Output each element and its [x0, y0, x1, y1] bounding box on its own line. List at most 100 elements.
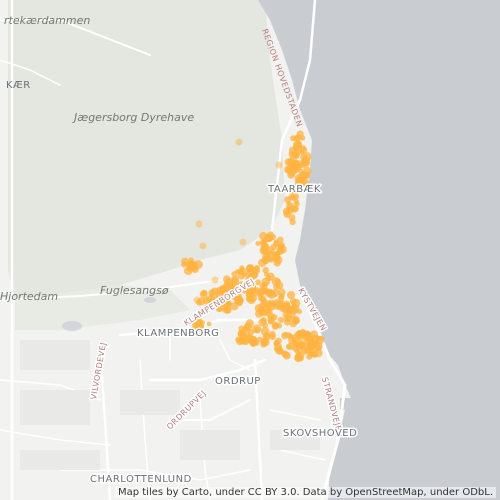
map-point — [263, 259, 269, 265]
map-point — [246, 264, 255, 272]
map-point — [267, 290, 277, 299]
map-point — [266, 246, 275, 255]
map-point — [277, 243, 284, 249]
map-point — [300, 171, 307, 179]
map-point — [300, 146, 308, 154]
map-point — [267, 318, 274, 325]
map-point — [206, 321, 212, 327]
map-point — [290, 194, 297, 201]
map-point — [261, 239, 268, 246]
map-point — [274, 278, 281, 285]
park-jaegersborg-dyrehave — [8, 0, 285, 300]
map-point — [257, 336, 263, 342]
map-point — [252, 324, 262, 334]
map-point — [265, 308, 271, 314]
label-hjortedam: Hjortedam — [0, 290, 58, 303]
map-point — [255, 279, 261, 286]
map-point — [239, 282, 245, 289]
map-point — [194, 318, 201, 325]
map-point — [239, 265, 245, 271]
map-point — [288, 205, 295, 211]
map-point — [255, 241, 261, 246]
map-point — [208, 289, 216, 297]
map-attribution: Map tiles by Carto, under CC BY 3.0. Dat… — [114, 487, 496, 498]
lake-fuglesangso — [144, 297, 156, 303]
map-point — [239, 238, 247, 246]
label-ordrup: ORDRUP — [215, 376, 261, 387]
map-point — [290, 307, 298, 315]
map-point — [235, 138, 243, 146]
map-point — [225, 294, 232, 301]
map-point — [281, 351, 289, 358]
map-point — [286, 332, 292, 338]
map-point — [223, 306, 230, 312]
map-point — [284, 158, 293, 167]
map-point — [262, 281, 268, 287]
map-point — [268, 330, 276, 338]
map-point — [231, 271, 238, 277]
map-point — [301, 156, 311, 165]
label-kaer: KÆR — [6, 80, 31, 91]
label-klampenborg: KLAMPENBORG — [137, 328, 219, 339]
map-point — [230, 302, 239, 311]
map-point — [262, 266, 270, 274]
map-point — [288, 187, 296, 196]
map-point — [283, 319, 291, 326]
label-fuglesangso: Fuglesangsø — [100, 284, 169, 297]
map-point — [273, 339, 280, 347]
map-point — [304, 345, 311, 352]
map-point — [273, 251, 280, 259]
map-point — [195, 220, 203, 228]
map-point — [294, 348, 300, 354]
map-point — [273, 301, 282, 311]
map-point — [194, 260, 203, 269]
map-point — [226, 301, 232, 307]
map-point — [288, 168, 296, 177]
map-point — [293, 135, 300, 142]
map-point — [263, 332, 270, 339]
map-point — [259, 232, 268, 241]
point-layer — [181, 130, 325, 362]
map-point — [238, 269, 244, 275]
map-point — [260, 337, 270, 347]
map-point — [235, 336, 241, 343]
map-point — [209, 297, 217, 304]
map-point — [254, 289, 262, 297]
map-point — [297, 332, 305, 340]
map-point — [277, 316, 285, 324]
map-point — [245, 319, 254, 328]
map-point — [248, 281, 255, 288]
map-point — [292, 152, 300, 160]
map-point — [242, 330, 250, 338]
map-point — [275, 161, 283, 169]
water-oresund — [258, 0, 500, 500]
label-skovshoved: SKOVSHOVED — [283, 428, 357, 439]
map-point — [190, 326, 197, 333]
map-point — [264, 253, 271, 261]
map-point — [296, 130, 304, 138]
map-point — [294, 354, 303, 362]
label-jaegersborg-dyrehave: Jægersborg Dyrehave — [72, 111, 194, 124]
map-point — [247, 329, 255, 336]
map-point — [232, 291, 242, 301]
map-point — [304, 331, 313, 340]
map-point — [301, 177, 309, 186]
urban-blocks — [20, 340, 320, 470]
map-point — [219, 288, 225, 294]
map-point — [239, 335, 247, 342]
map-point — [215, 306, 223, 313]
label-charlottenlund: CHARLOTTENLUND — [90, 474, 192, 485]
lake-hjortedam — [62, 321, 82, 331]
map-point — [265, 275, 272, 281]
map-point — [250, 286, 257, 293]
map-point — [271, 314, 278, 321]
map-point — [199, 242, 207, 250]
map-point — [249, 339, 257, 348]
map-point — [312, 351, 319, 358]
map-point — [282, 302, 291, 311]
map-point — [306, 353, 313, 360]
map-point — [293, 318, 300, 324]
map-point — [193, 296, 201, 304]
